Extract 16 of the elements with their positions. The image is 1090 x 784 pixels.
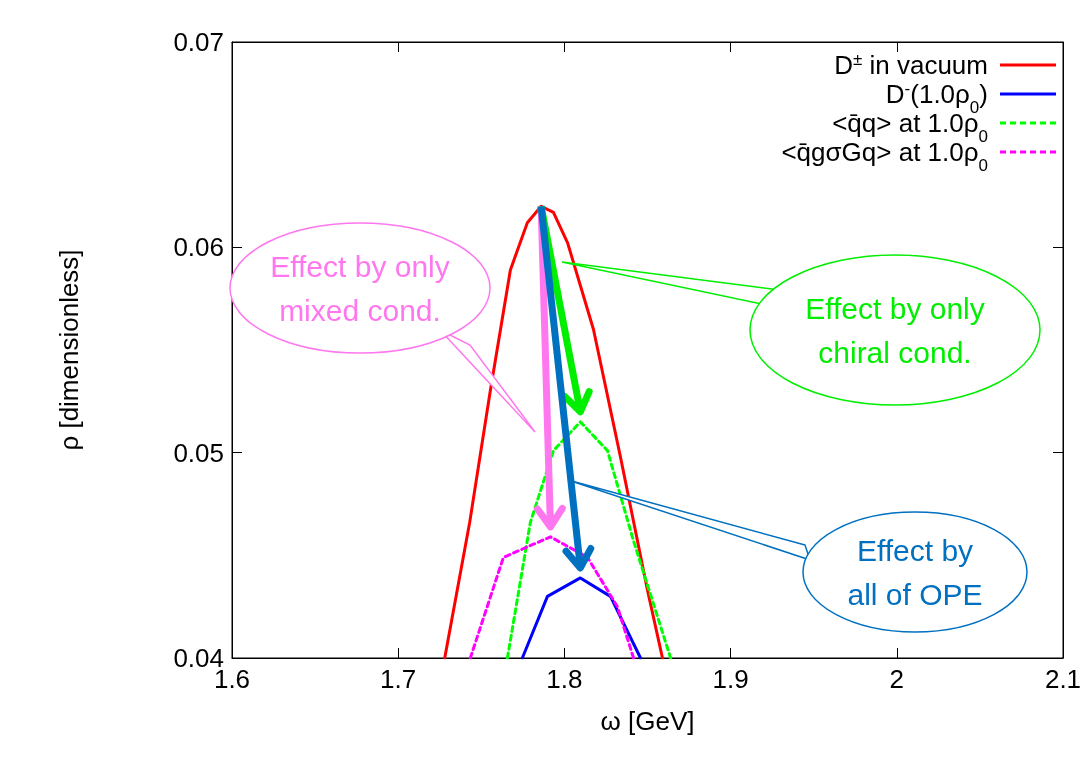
- x-tick-label: 2: [889, 664, 905, 694]
- annotation: Effect by only chiral cond.: [805, 291, 985, 369]
- annotation: Effect by only mixed cond.: [270, 249, 450, 327]
- x-tick-label: 1.7: [380, 664, 417, 694]
- x-tick-label: 1.8: [546, 664, 583, 694]
- legend-label: D$^{±}$ in vacuum: [834, 49, 988, 80]
- x-tick-label: 2.1: [1044, 664, 1082, 694]
- x-axis-title: ω [GeV]: [600, 706, 695, 736]
- line-series: [505, 420, 673, 660]
- line-series: [468, 535, 636, 660]
- y-axis-title: ρ [dimensionless]: [54, 249, 84, 451]
- y-tick-label: 0.05: [173, 437, 224, 468]
- annotation: Effect by all of OPE: [847, 533, 983, 611]
- y-tick-label: 0.07: [173, 27, 224, 57]
- x-tick-label: 1.9: [712, 664, 749, 694]
- y-tick-label: 0.06: [173, 232, 224, 263]
